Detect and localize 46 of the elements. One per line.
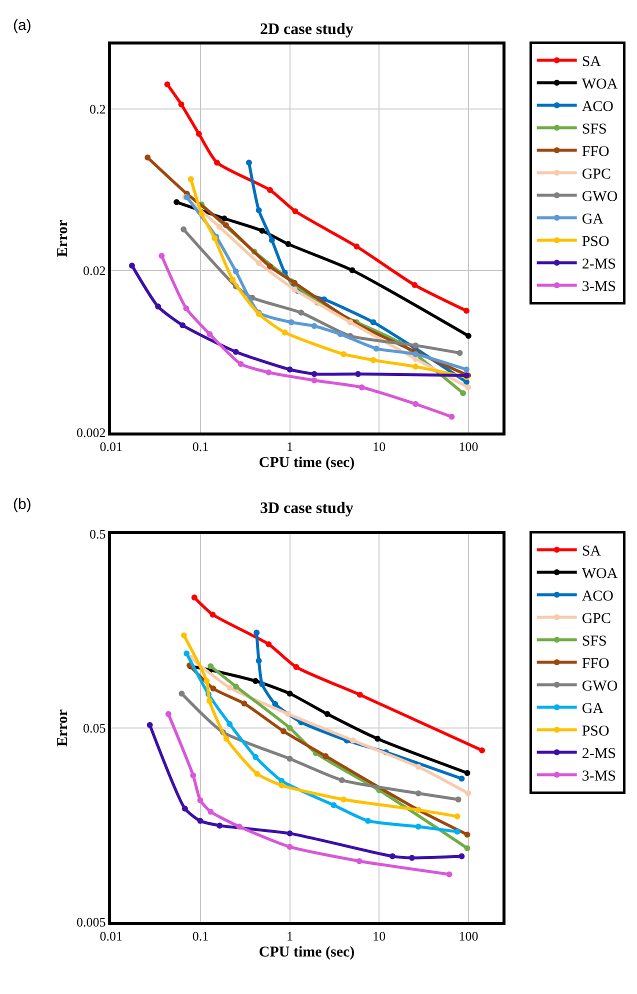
y-tick-label: 0.002 bbox=[76, 425, 106, 440]
x-tick-label: 100 bbox=[458, 928, 478, 944]
legend-label: 3-MS bbox=[582, 768, 616, 785]
legend-label: GA bbox=[582, 212, 604, 228]
legend-label: 2-MS bbox=[582, 256, 616, 273]
chart-title: 2D case study bbox=[260, 21, 354, 38]
text: (a) bbox=[13, 17, 32, 34]
legend-label: GWO bbox=[582, 678, 618, 695]
y-axis-title: Error bbox=[54, 709, 71, 747]
y-tick-label: 0.5 bbox=[90, 526, 106, 542]
legend-label: GA bbox=[582, 701, 604, 718]
legend-label: 3-MS bbox=[582, 279, 616, 296]
x-tick-label: 100 bbox=[458, 438, 478, 454]
legend-label: WOA bbox=[582, 76, 618, 93]
legend-label: SA bbox=[582, 544, 602, 560]
legend-label: WOA bbox=[582, 566, 618, 582]
x-tick-label: 10 bbox=[372, 438, 386, 454]
legend-label: FFO bbox=[582, 656, 610, 672]
legend-label: SA bbox=[582, 54, 602, 70]
x-tick-label: 0.01 bbox=[100, 928, 123, 944]
x-axis-title: CPU time (sec) bbox=[258, 454, 355, 471]
y-tick-label: 0.005 bbox=[76, 914, 106, 930]
y-tick-label: 0.02 bbox=[83, 263, 106, 278]
legend-label: 2-MS bbox=[582, 746, 616, 762]
legend-label: ACO bbox=[582, 99, 614, 116]
legend-label: ACO bbox=[582, 588, 614, 605]
legend-label: GPC bbox=[582, 166, 612, 183]
y-tick-label: 0.2 bbox=[90, 101, 106, 116]
x-axis-title: CPU time (sec) bbox=[258, 944, 355, 960]
legend-label: PSO bbox=[582, 724, 610, 740]
x-tick-label: 10 bbox=[372, 928, 386, 944]
chart-title: 3D case study bbox=[260, 500, 354, 517]
legend-label: FFO bbox=[582, 144, 610, 160]
text: (b) bbox=[13, 496, 32, 513]
x-tick-label: 0.1 bbox=[192, 928, 209, 944]
legend-label: SFS bbox=[582, 634, 607, 650]
x-tick-label: 0.1 bbox=[192, 438, 209, 454]
legend-label: PSO bbox=[582, 234, 610, 250]
x-tick-label: 1 bbox=[286, 438, 294, 454]
x-tick-label: 0.01 bbox=[100, 438, 123, 454]
x-tick-label: 1 bbox=[286, 928, 294, 944]
y-axis-title: Error bbox=[54, 220, 71, 258]
legend-label: SFS bbox=[582, 122, 607, 138]
y-tick-label: 0.05 bbox=[83, 720, 106, 736]
legend-label: GPC bbox=[582, 611, 612, 628]
legend-label: GWO bbox=[582, 189, 618, 206]
